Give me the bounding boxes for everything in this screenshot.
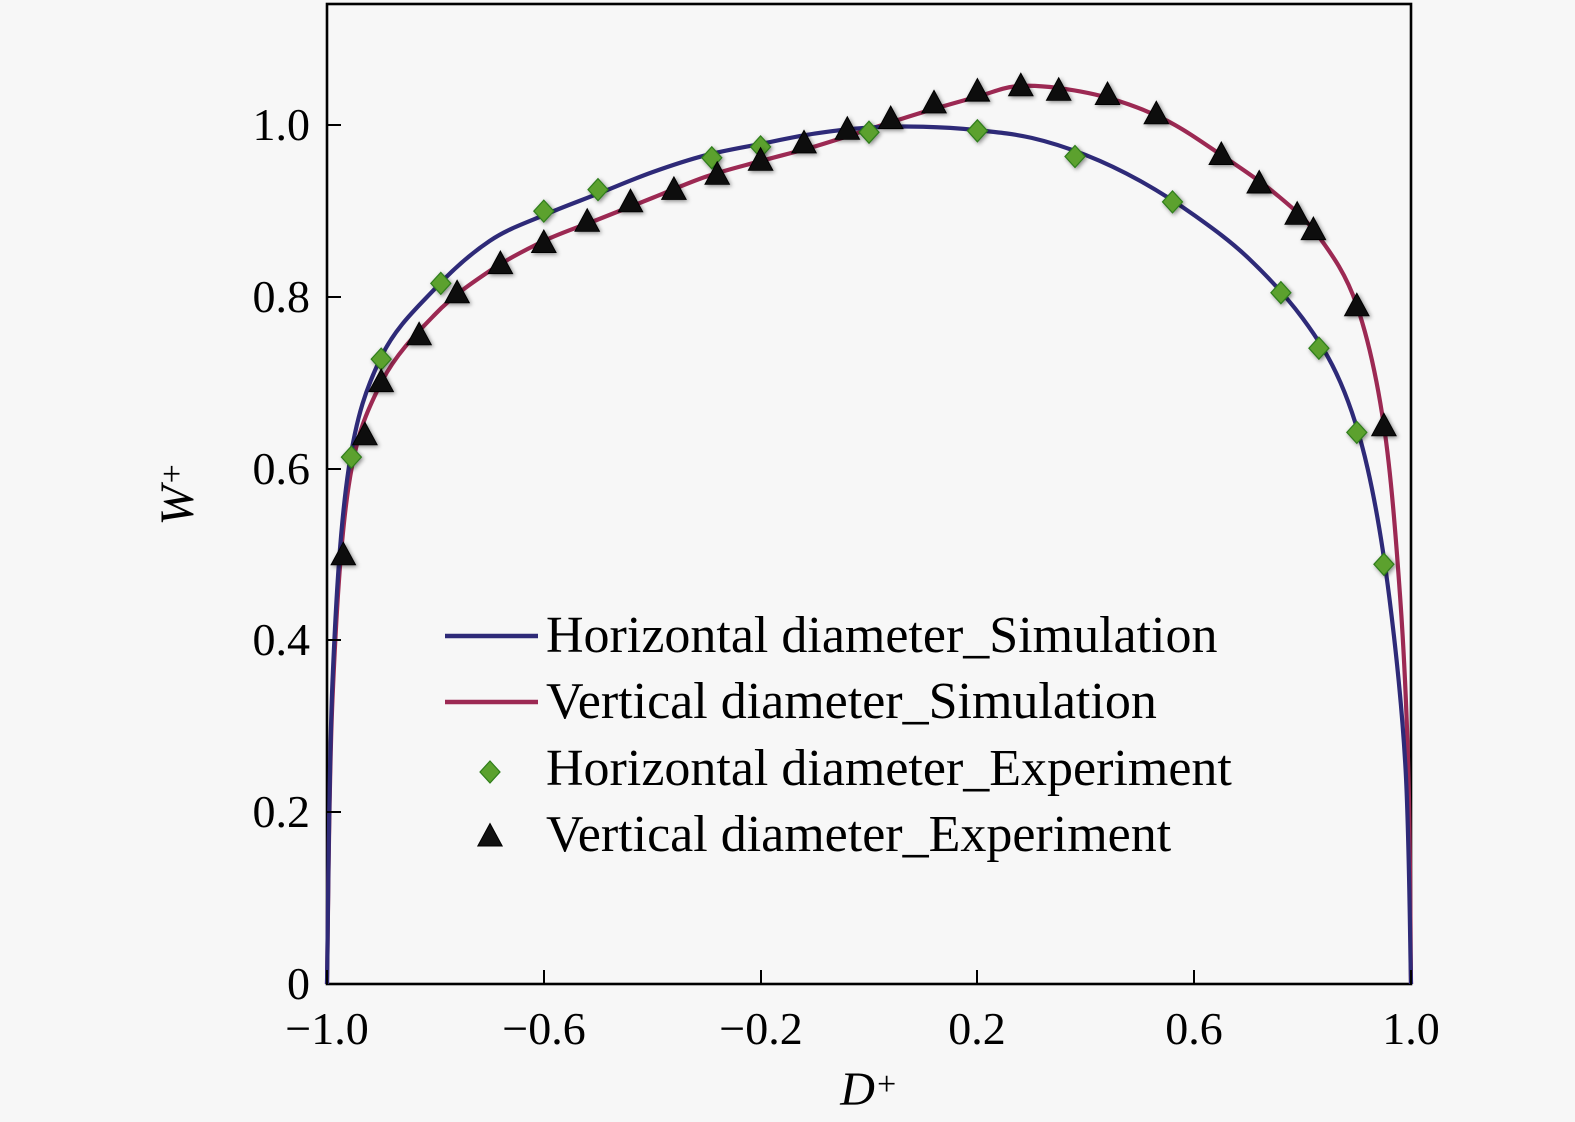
svg-text:0: 0 — [287, 958, 310, 1009]
svg-text:0.2: 0.2 — [948, 1003, 1006, 1054]
svg-text:−1.0: −1.0 — [285, 1003, 368, 1054]
svg-text:Vertical diameter_Experiment: Vertical diameter_Experiment — [546, 806, 1172, 863]
svg-text:0.8: 0.8 — [253, 271, 311, 322]
svg-text:0.6: 0.6 — [253, 443, 311, 494]
svg-text:1.0: 1.0 — [253, 99, 311, 150]
svg-text:0.2: 0.2 — [253, 786, 311, 837]
svg-text:Horizontal diameter_Simulation: Horizontal diameter_Simulation — [546, 607, 1218, 664]
svg-text:0.6: 0.6 — [1165, 1003, 1223, 1054]
svg-text:Vertical diameter_Simulation: Vertical diameter_Simulation — [546, 673, 1157, 730]
svg-text:−0.2: −0.2 — [719, 1003, 802, 1054]
svg-text:−0.6: −0.6 — [502, 1003, 585, 1054]
svg-text:Horizontal diameter_Experiment: Horizontal diameter_Experiment — [546, 740, 1232, 797]
svg-text:1.0: 1.0 — [1382, 1003, 1440, 1054]
svg-text:0.4: 0.4 — [253, 614, 311, 665]
